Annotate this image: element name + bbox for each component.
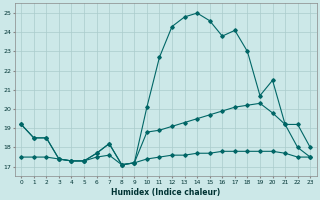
X-axis label: Humidex (Indice chaleur): Humidex (Indice chaleur) — [111, 188, 220, 197]
